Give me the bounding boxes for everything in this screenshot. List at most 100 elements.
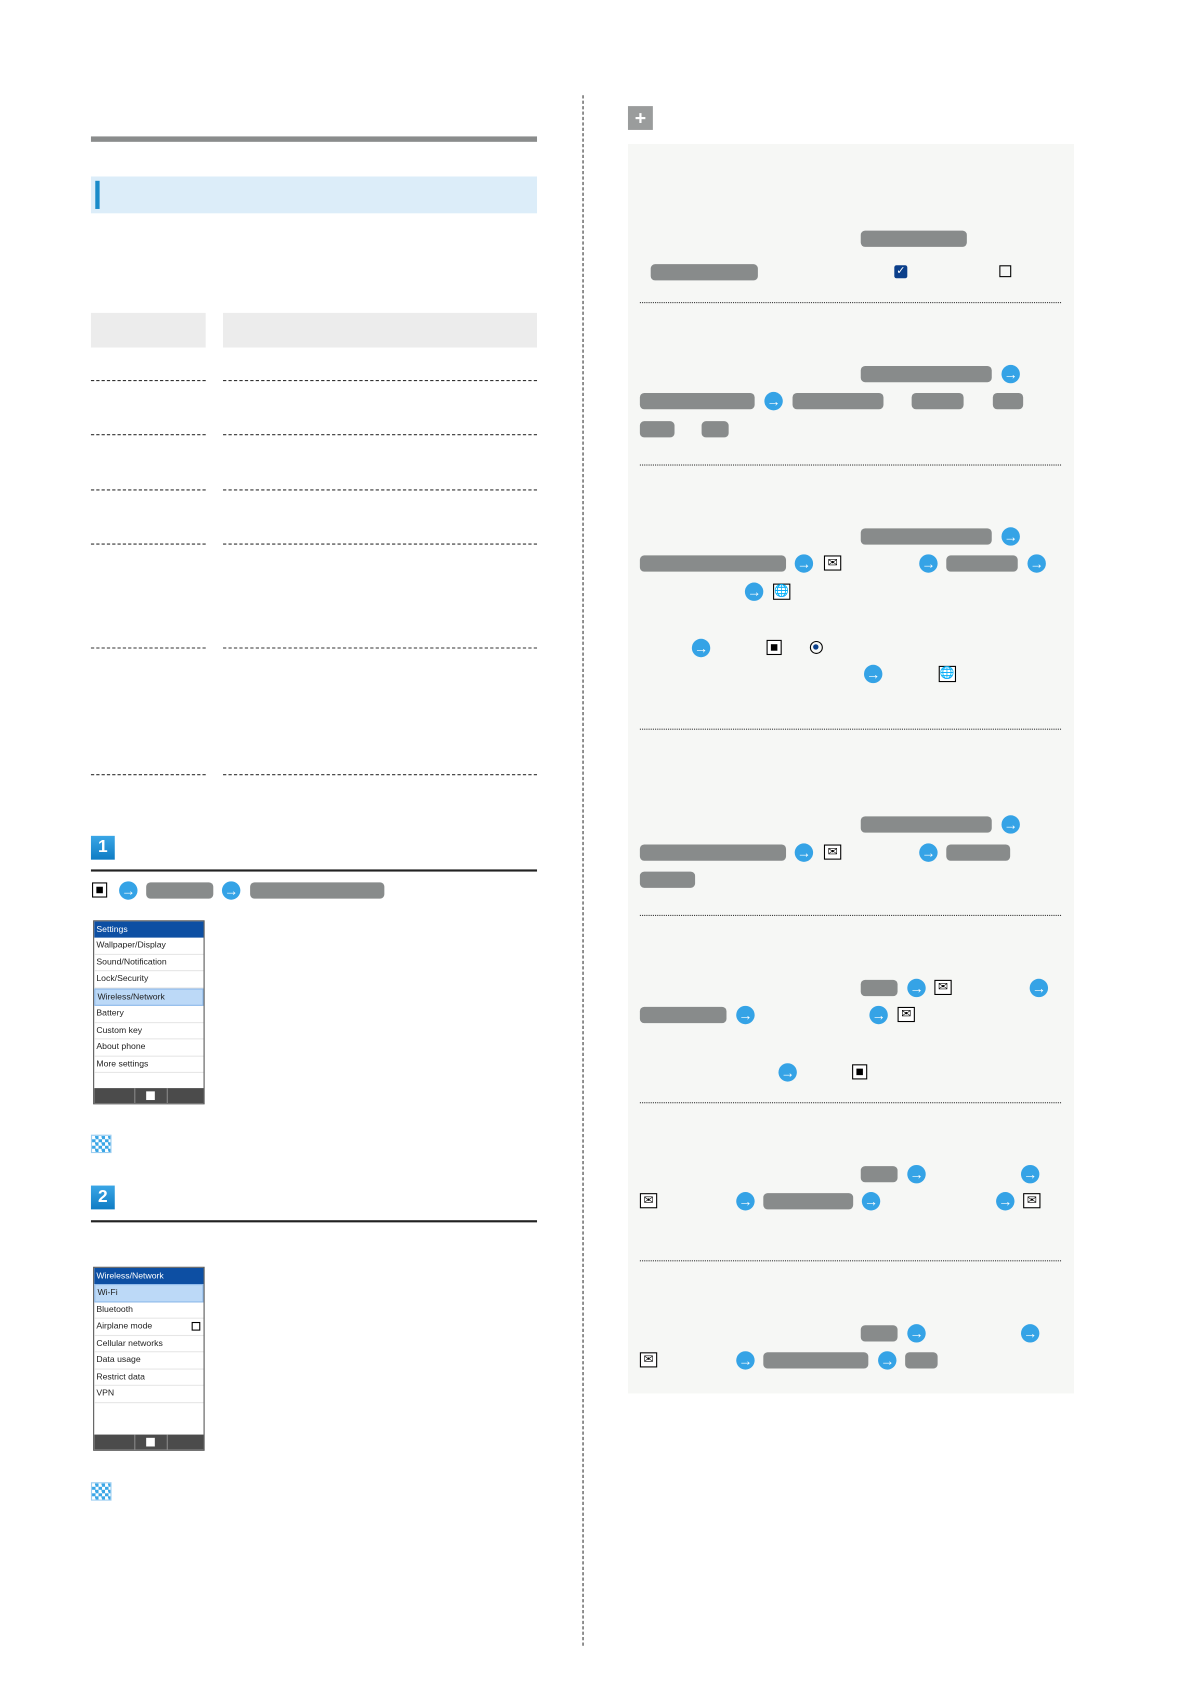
menu-label-pill — [763, 1193, 854, 1210]
screen-title: Wireless/Network — [94, 1267, 204, 1285]
advanced-note-box — [627, 143, 1075, 1394]
arrow-right-circle-icon: → — [1001, 527, 1020, 546]
web-key-icon: 🌐 — [773, 583, 791, 600]
menu-label-pill — [860, 230, 967, 247]
menu-label-pill — [860, 1325, 898, 1342]
arrow-right-circle-icon: → — [119, 881, 138, 900]
arrow-right-circle-icon: → — [744, 582, 764, 601]
menu-label-pill — [860, 816, 992, 833]
table-row-divider — [90, 434, 206, 436]
arrow-right-circle-icon: → — [907, 1324, 926, 1343]
mail-key-icon: ✉ — [1023, 1193, 1041, 1209]
menu-item-vpn[interactable]: VPN — [94, 1386, 204, 1403]
menu-item-bluetooth[interactable]: Bluetooth — [94, 1302, 204, 1319]
table-header-col2 — [223, 312, 538, 348]
note-divider — [639, 302, 1062, 304]
wireless-network-screen: Wireless/Network Wi-Fi Bluetooth Airplan… — [93, 1266, 205, 1451]
radio-selected-icon — [809, 640, 823, 654]
menu-item-wallpaper-display[interactable]: Wallpaper/Display — [94, 938, 204, 955]
table-row-divider — [90, 774, 206, 776]
note-divider — [639, 1260, 1062, 1262]
arrow-right-circle-icon: → — [1020, 1164, 1040, 1184]
menu-item-airplane-mode[interactable]: Airplane mode — [94, 1319, 204, 1336]
step-1-rule — [90, 869, 538, 872]
table-header-col1 — [90, 312, 206, 348]
menu-item-wireless-network[interactable]: Wireless/Network — [94, 987, 204, 1006]
arrow-right-circle-icon: → — [863, 664, 883, 684]
menu-item-more-settings[interactable]: More settings — [94, 1056, 204, 1073]
menu-label-pill — [650, 264, 758, 281]
arrow-right-circle-icon: → — [907, 1164, 926, 1184]
settings-screen: Settings Wallpaper/Display Sound/Notific… — [93, 920, 205, 1105]
mail-key-icon: ✉ — [639, 1193, 658, 1209]
mail-key-icon: ✉ — [823, 844, 842, 860]
arrow-right-circle-icon: → — [736, 1192, 755, 1211]
arrow-right-circle-icon: → — [996, 1192, 1015, 1211]
menu-label-pill — [146, 882, 214, 899]
menu-item-sound-notification[interactable]: Sound/Notification — [94, 954, 204, 972]
arrow-right-circle-icon: → — [736, 1005, 755, 1025]
menu-label-pill — [911, 393, 964, 410]
arrow-right-circle-icon: → — [1001, 364, 1020, 384]
menu-item-data-usage[interactable]: Data usage — [94, 1352, 204, 1370]
menu-item-about-phone[interactable]: About phone — [94, 1039, 204, 1057]
mail-key-icon: ✉ — [823, 555, 842, 571]
plus-icon: + — [627, 106, 653, 130]
finish-flag-icon — [90, 1134, 112, 1154]
table-row-divider — [223, 380, 538, 382]
menu-label-pill — [860, 528, 992, 545]
note-divider — [639, 1102, 1062, 1104]
menu-label-pill — [639, 555, 787, 572]
airplane-mode-label: Airplane mode — [96, 1320, 153, 1331]
table-row-divider — [90, 380, 206, 382]
arrow-right-circle-icon: → — [794, 843, 814, 862]
menu-item-custom-key[interactable]: Custom key — [94, 1023, 204, 1040]
menu-label-pill — [946, 555, 1018, 572]
menu-label-pill — [250, 882, 385, 899]
center-key-icon — [766, 639, 782, 656]
softkey-bar — [94, 1434, 204, 1450]
menu-label-pill — [946, 844, 1011, 861]
table-row-divider — [90, 489, 206, 491]
heading-accent — [95, 180, 100, 209]
menu-label-pill — [992, 393, 1024, 410]
step-2-badge: 2 — [90, 1185, 115, 1210]
checkbox-unchecked-icon — [999, 265, 1012, 278]
menu-item-cellular-networks[interactable]: Cellular networks — [94, 1336, 204, 1353]
arrow-right-circle-icon: → — [1027, 554, 1046, 573]
step-2-rule — [90, 1220, 538, 1222]
menu-label-pill — [860, 1166, 898, 1183]
center-softkey[interactable] — [134, 1088, 168, 1104]
arrow-right-circle-icon: → — [919, 843, 938, 862]
mail-key-icon: ✉ — [897, 1006, 915, 1023]
center-softkey[interactable] — [134, 1434, 168, 1450]
airplane-mode-checkbox[interactable] — [191, 1321, 201, 1331]
menu-label-pill — [763, 1352, 869, 1369]
web-key-icon: 🌐 — [938, 665, 957, 683]
arrow-right-circle-icon: → — [869, 1005, 888, 1025]
screen-title: Settings — [94, 921, 204, 938]
table-row-divider — [223, 543, 538, 545]
note-divider — [639, 728, 1062, 730]
arrow-right-circle-icon: → — [736, 1351, 755, 1370]
menu-item-restrict-data[interactable]: Restrict data — [94, 1369, 204, 1386]
menu-item-battery[interactable]: Battery — [94, 1006, 204, 1023]
arrow-right-circle-icon: → — [907, 978, 926, 998]
arrow-right-circle-icon: → — [794, 554, 814, 573]
table-row-divider — [223, 774, 538, 776]
menu-item-lock-security[interactable]: Lock/Security — [94, 971, 204, 988]
arrow-right-circle-icon: → — [861, 1192, 881, 1211]
menu-label-pill — [639, 421, 675, 438]
arrow-right-circle-icon: → — [691, 638, 711, 658]
center-key-icon — [92, 882, 108, 898]
arrow-right-circle-icon: → — [1020, 1324, 1040, 1343]
table-row-divider — [90, 647, 206, 649]
menu-label-pill — [639, 871, 696, 888]
table-row-divider — [223, 647, 538, 649]
menu-label-pill — [701, 421, 729, 438]
softkey-bar — [94, 1088, 204, 1104]
note-divider — [639, 914, 1062, 916]
menu-item-wifi[interactable]: Wi-Fi — [94, 1284, 204, 1302]
table-row-divider — [223, 434, 538, 436]
arrow-right-circle-icon: → — [919, 554, 938, 573]
